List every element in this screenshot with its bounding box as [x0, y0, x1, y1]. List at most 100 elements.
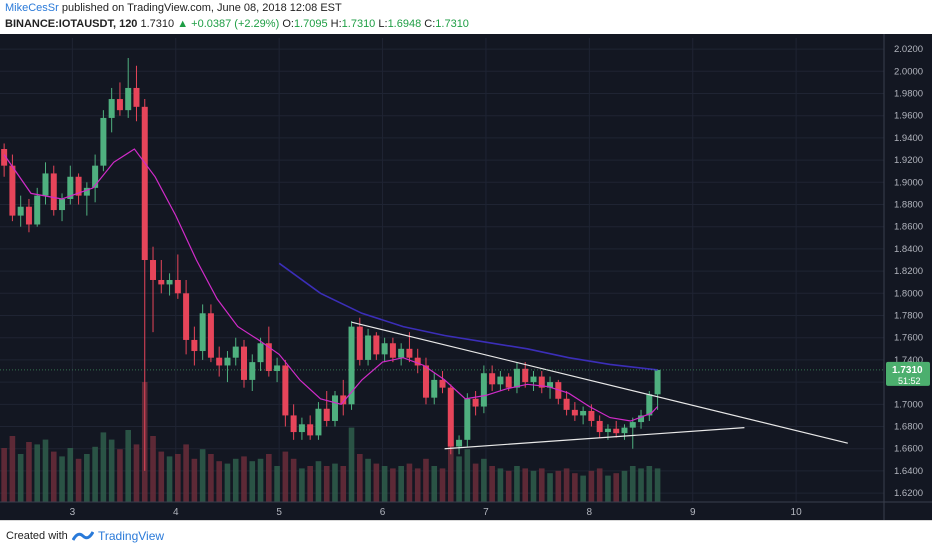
candle-body[interactable]: [580, 410, 587, 416]
candle-body[interactable]: [199, 313, 206, 352]
candle-body[interactable]: [290, 415, 297, 433]
volume-bar: [613, 473, 620, 502]
author-link[interactable]: MikeCesSr: [5, 2, 59, 14]
candle-body[interactable]: [563, 398, 570, 410]
candle-body[interactable]: [216, 357, 223, 366]
candle-body[interactable]: [348, 326, 355, 405]
candle-body[interactable]: [331, 395, 338, 421]
candle-body[interactable]: [34, 195, 41, 225]
candle-body[interactable]: [638, 415, 645, 423]
candle-body[interactable]: [381, 343, 388, 355]
footer: Created with TradingView: [0, 520, 932, 550]
time-tick-label: 4: [173, 507, 179, 518]
candle-body[interactable]: [547, 382, 554, 388]
tradingview-logo-icon[interactable]: [72, 529, 94, 543]
candle-body[interactable]: [604, 428, 611, 433]
candle-body[interactable]: [141, 106, 148, 261]
candle-body[interactable]: [282, 365, 289, 416]
candle-body[interactable]: [571, 409, 578, 416]
candle-body[interactable]: [588, 410, 595, 421]
candle-body[interactable]: [530, 376, 537, 383]
candle-body[interactable]: [108, 99, 115, 118]
candle-body[interactable]: [67, 176, 74, 199]
candle-body[interactable]: [398, 348, 405, 358]
candle-body[interactable]: [538, 376, 545, 388]
candle-body[interactable]: [307, 424, 314, 436]
candle-body[interactable]: [315, 408, 322, 436]
candle-body[interactable]: [59, 198, 66, 211]
candle-body[interactable]: [116, 99, 123, 111]
candle-body[interactable]: [224, 357, 231, 366]
candle-body[interactable]: [596, 420, 603, 433]
candle-body[interactable]: [654, 369, 661, 395]
candle-body[interactable]: [92, 165, 99, 188]
candle-body[interactable]: [257, 343, 264, 363]
candle-body[interactable]: [613, 428, 620, 434]
candle-body[interactable]: [340, 395, 347, 405]
candle-body[interactable]: [323, 408, 330, 421]
volume-bar: [75, 458, 82, 502]
price-tick-label: 1.7800: [894, 311, 923, 322]
candle-body[interactable]: [522, 368, 529, 383]
tradingview-brand[interactable]: TradingView: [98, 529, 165, 543]
candle-body[interactable]: [125, 87, 132, 111]
candle-body[interactable]: [50, 173, 57, 211]
candle-body[interactable]: [365, 335, 372, 360]
candle-body[interactable]: [431, 379, 438, 398]
candle-body[interactable]: [497, 376, 504, 385]
candle-body[interactable]: [183, 293, 190, 340]
candle-body[interactable]: [472, 398, 479, 407]
candle-body[interactable]: [207, 313, 214, 358]
candle-body[interactable]: [439, 379, 446, 388]
candle-body[interactable]: [356, 326, 363, 360]
trendline-lower[interactable]: [444, 427, 745, 450]
candle-body[interactable]: [621, 427, 628, 434]
candle-body[interactable]: [249, 362, 256, 380]
candle-body[interactable]: [447, 387, 454, 447]
candle-body[interactable]: [298, 424, 305, 433]
candle-body[interactable]: [150, 260, 157, 280]
candle-body[interactable]: [414, 357, 421, 366]
candle-body[interactable]: [75, 176, 82, 196]
trendline-upper[interactable]: [351, 321, 848, 444]
volume-bar: [166, 456, 173, 502]
candlestick-chart[interactable]: 2.0200 2.0000 1.9800 1.9600 1.9400 1.9200 1.90…: [0, 34, 932, 520]
candle-body[interactable]: [505, 376, 512, 388]
candle-body[interactable]: [83, 187, 90, 196]
candle-body[interactable]: [389, 343, 396, 358]
candle-body[interactable]: [489, 373, 496, 385]
volume-bar: [84, 454, 90, 502]
volume-bar: [340, 466, 347, 502]
candle-body[interactable]: [133, 87, 140, 107]
candle-body[interactable]: [42, 173, 49, 196]
candle-body[interactable]: [464, 398, 471, 440]
candle-body[interactable]: [422, 365, 429, 398]
candle-body[interactable]: [191, 339, 198, 352]
candle-body[interactable]: [274, 365, 281, 372]
volume-bar: [489, 466, 495, 502]
candle-body[interactable]: [100, 117, 107, 166]
candle-body[interactable]: [265, 343, 272, 372]
candle-body[interactable]: [17, 206, 24, 216]
candle-body[interactable]: [406, 348, 413, 358]
volume-bar: [50, 451, 57, 502]
candle-body[interactable]: [629, 422, 636, 428]
candle-body[interactable]: [158, 279, 165, 285]
candle-body[interactable]: [232, 346, 239, 358]
candle-body[interactable]: [373, 335, 380, 355]
candle-body[interactable]: [480, 373, 487, 407]
candle-body[interactable]: [513, 368, 520, 388]
candle-body[interactable]: [166, 279, 173, 285]
volume-bar: [481, 458, 487, 502]
candle-body[interactable]: [646, 394, 653, 416]
volume-bar: [17, 454, 24, 502]
candle-body[interactable]: [174, 279, 181, 294]
volume-bar: [26, 442, 32, 502]
candle-body[interactable]: [241, 346, 248, 380]
last-price-tag-label: 1.7310: [892, 365, 923, 376]
candle-body[interactable]: [25, 206, 32, 225]
candle-body[interactable]: [1, 149, 8, 166]
candle-body[interactable]: [9, 165, 16, 216]
volume-bar: [406, 463, 413, 502]
candle-body[interactable]: [456, 439, 463, 447]
